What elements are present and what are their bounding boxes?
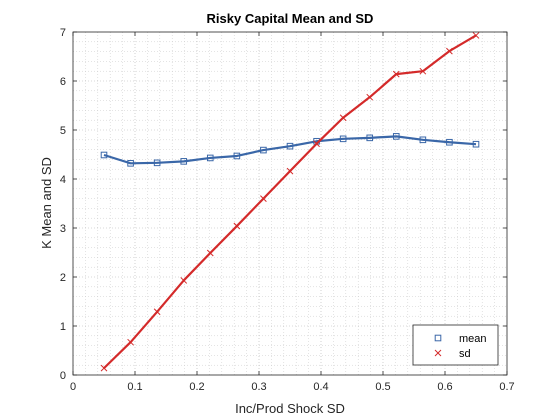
data-point-sd-stroke [366,93,374,101]
y-tick-label: 5 [60,125,66,137]
data-point-sd [127,338,134,346]
x-tick-label: 0.4 [313,381,328,393]
data-point-mean [127,160,134,167]
y-tick-label: 1 [60,321,66,333]
data-point-mean [286,142,294,150]
data-point-sd [260,195,267,202]
data-point-mean [100,151,108,159]
data-point-sd [100,364,108,372]
data-point-sd-stroke [206,249,214,257]
data-point-mean [446,138,453,146]
data-point-mean [472,140,480,148]
data-point-sd [233,222,241,230]
minor-grid [73,32,507,375]
data-point-sd-stroke [180,277,188,284]
data-point-mean [206,154,214,162]
data-point-sd-stroke [313,140,320,148]
data-point-sd-stroke [446,47,453,55]
data-point-sd-stroke [472,32,480,39]
data-point-sd [180,277,188,284]
legend-entry-sd: sd [434,348,471,360]
data-point-sd-stroke [153,308,161,316]
data-point-sd-stroke [339,114,347,122]
y-tick-label: 7 [60,27,66,39]
x-tick-label: 0.7 [499,381,514,393]
x-tick-label: 0.3 [251,381,266,393]
data-point-mean [366,134,374,142]
y-tick-label: 6 [60,76,66,88]
legend-marker-sd [434,349,442,357]
tick-labels: 0 0.1 0.2 0.3 0.4 0.5 0.6 0.7 0 1 2 3 4 5 6 7 [60,27,515,393]
y-tick-label: 4 [60,174,66,186]
x-tick-label: 0.1 [127,381,142,393]
x-tick-label: 0.6 [437,381,452,393]
data-point-mean [392,133,400,140]
data-point-sd-stroke [392,70,400,78]
x-axis-label: Inc/Prod Shock SD [235,401,345,416]
data-point-sd [366,93,374,101]
data-point-sd [286,167,294,175]
data-point-mean [260,146,267,154]
legend: mean sd [412,324,499,366]
data-point-sd-stroke [260,195,267,202]
axes-box [72,31,508,376]
y-axis-label: K Mean and SD [39,157,54,249]
data-point-sd-stroke [419,67,427,75]
data-point-sd-stroke [127,338,134,346]
data-point-sd [313,140,320,148]
series-line-mean [103,135,477,165]
data-point-sd [206,249,214,257]
legend-marker-mean [434,334,442,342]
data-point-mean [339,135,347,143]
y-tick-label: 2 [60,272,66,284]
series-sd [100,32,480,372]
data-point-sd [446,47,453,55]
x-tick-label: 0.2 [189,381,204,393]
x-tick-label: 0.5 [375,381,390,393]
y-tick-label: 3 [60,223,66,235]
data-point-sd-stroke [233,222,241,230]
data-point-sd [153,308,161,316]
legend-box [412,324,499,366]
data-point-mean [153,159,161,167]
legend-label-sd: sd [459,348,471,360]
legend-label-mean: mean [459,333,487,345]
chart-title: Risky Capital Mean and SD [207,11,374,26]
data-point-sd-stroke [286,167,294,175]
plot-area [73,32,507,375]
axis-ticks [72,31,508,376]
legend-entry-mean: mean [434,333,487,345]
x-tick-label: 0 [70,381,76,393]
data-point-sd [339,114,347,122]
data-point-mean [419,136,427,144]
series-layer [100,32,480,372]
data-point-mean [180,158,188,165]
y-tick-label: 0 [60,370,66,382]
data-point-sd [419,67,427,75]
data-point-sd [392,70,400,78]
data-point-mean [233,152,241,160]
legend-marker-sd-stroke [434,349,442,357]
data-point-sd [472,32,480,39]
data-point-sd-stroke [100,364,108,372]
